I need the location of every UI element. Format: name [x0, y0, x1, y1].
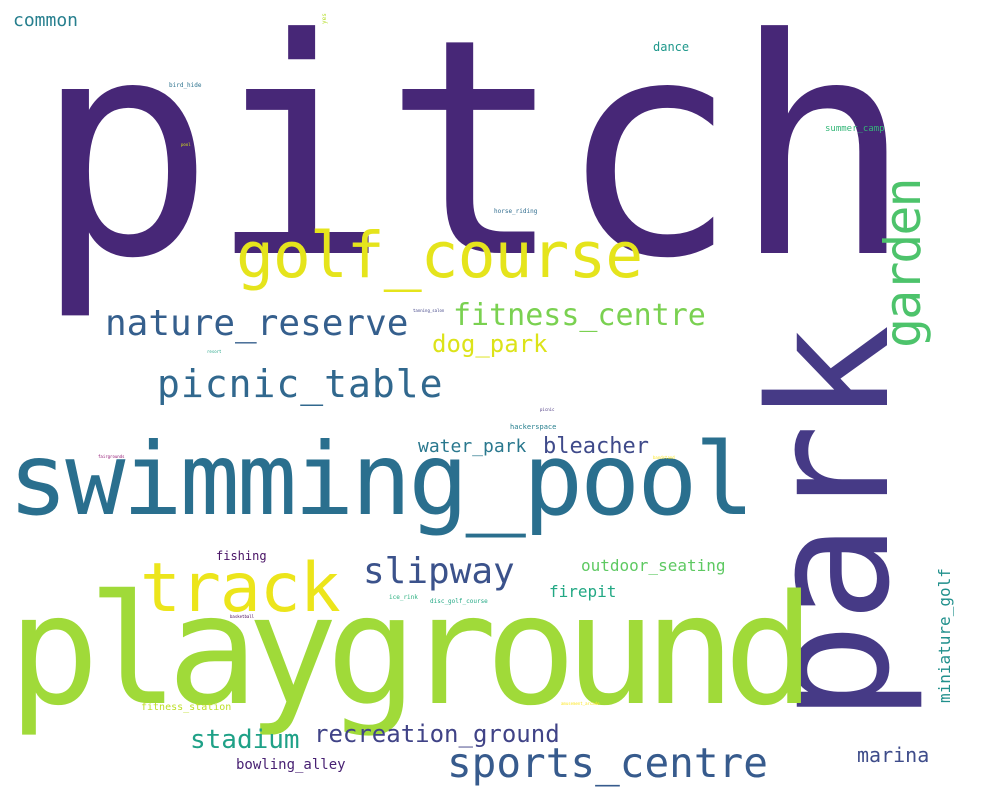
word-picnic: picnic	[540, 407, 555, 412]
word-pool: pool	[181, 142, 191, 147]
word-dance: dance	[653, 40, 690, 54]
word-bowling-alley: bowling_alley	[236, 757, 346, 773]
word-nature-reserve: nature_reserve	[105, 303, 409, 344]
word-disc-golf-course: disc_golf_course	[430, 598, 488, 605]
word-resort: resort	[207, 349, 222, 354]
word-garden: garden	[874, 179, 932, 348]
word-tanning-salon: tanning_salon	[413, 308, 445, 313]
word-golf-course: golf_course	[236, 219, 643, 292]
word-fitness-station: fitness_station	[141, 702, 232, 713]
word-marina: marina	[857, 743, 930, 767]
word-dog-park: dog_park	[432, 330, 548, 358]
word-sports-centre: sports_centre	[447, 739, 768, 787]
word-track: track	[140, 549, 341, 628]
word-slipway: slipway	[363, 551, 515, 592]
word-horse-riding: horse_riding	[494, 208, 538, 215]
word-common: common	[13, 10, 79, 31]
word-basketball: basketball	[230, 614, 255, 619]
word-playground: playground	[8, 562, 815, 739]
word-swimming-pool: swimming_pool	[8, 421, 755, 538]
word-fairgrounds: fairgrounds	[98, 454, 125, 459]
word-picnic-table: picnic_table	[157, 362, 444, 406]
word-fishing: fishing	[216, 549, 267, 563]
word-fitness-centre: fitness_centre	[453, 298, 706, 333]
word-bird-hide: bird_hide	[169, 82, 202, 89]
word-bandstand: bandstand	[653, 455, 675, 460]
word-ice-rink: ice_rink	[389, 594, 418, 601]
word-yes: yes	[321, 13, 328, 24]
word-stadium: stadium	[190, 725, 300, 755]
word-pitch: pitch	[34, 0, 913, 324]
word-summer-camp: summer_camp	[825, 124, 885, 134]
word-water-park: water_park	[418, 436, 527, 457]
word-hackerspace: hackerspace	[510, 423, 557, 431]
word-miniature-golf: miniature_golf	[935, 568, 954, 703]
word-recreation-ground: recreation_ground	[314, 720, 560, 748]
word-firepit: firepit	[549, 582, 617, 601]
word-amusement-arcade: amusement_arcade	[561, 701, 600, 706]
word-outdoor-seating: outdoor_seating	[581, 556, 726, 575]
word-bleacher: bleacher	[543, 434, 649, 459]
